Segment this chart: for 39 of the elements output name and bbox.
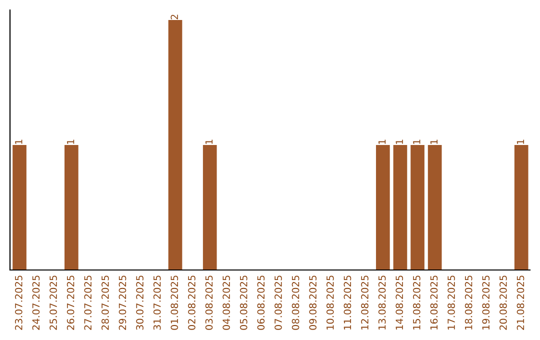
x-tick-label: 31.07.2025 [153, 276, 161, 330]
x-tick-label: 05.08.2025 [240, 276, 248, 330]
x-tick-label: 25.07.2025 [50, 276, 57, 330]
data-label: 2 [170, 14, 178, 20]
data-label: 1 [67, 140, 74, 144]
x-tick-label: 15.08.2025 [412, 276, 420, 330]
x-tick-label: 04.08.2025 [222, 276, 230, 330]
x-tick-label: 30.07.2025 [136, 276, 144, 330]
x-tick-label: 06.08.2025 [257, 276, 265, 330]
x-tick-label: 24.07.2025 [32, 276, 40, 330]
data-label: 1 [430, 140, 438, 144]
x-tick-label: 11.08.2025 [344, 276, 352, 330]
data-label: 1 [378, 140, 386, 144]
x-tick-label: 13.08.2025 [378, 276, 386, 330]
x-tick-label: 08.08.2025 [292, 276, 300, 330]
x-tick-label: 10.08.2025 [326, 276, 334, 330]
x-tick-label: 02.08.2025 [188, 276, 196, 330]
x-tick-label: 19.08.2025 [482, 276, 490, 330]
x-tick-label: 03.08.2025 [205, 276, 213, 330]
x-tick-label: 14.08.2025 [396, 276, 404, 330]
data-label: 1 [205, 140, 213, 144]
x-tick-label: 18.08.2025 [464, 276, 472, 330]
x-tick-label: 26.07.2025 [66, 276, 74, 330]
x-tick-label: 23.07.2025 [14, 276, 22, 330]
x-tick-label: 27.07.2025 [84, 276, 92, 330]
x-tick-label: 07.08.2025 [274, 276, 282, 330]
data-label: 1 [516, 140, 524, 144]
x-tick-label: 28.07.2025 [102, 276, 109, 330]
data-label: 1 [396, 140, 403, 144]
x-tick-label: 01.08.2025 [170, 276, 178, 330]
data-label: 1 [413, 140, 420, 144]
x-tick-label: 09.08.2025 [309, 276, 317, 330]
x-tick-label: 20.08.2025 [500, 276, 507, 330]
x-tick-label: 21.08.2025 [516, 276, 524, 330]
x-tick-label: 16.08.2025 [430, 276, 438, 330]
x-tick-label: 29.07.2025 [118, 276, 126, 330]
data-label: 1 [15, 140, 22, 144]
x-tick-label: 12.08.2025 [361, 276, 368, 330]
x-tick-label: 17.08.2025 [448, 276, 455, 330]
